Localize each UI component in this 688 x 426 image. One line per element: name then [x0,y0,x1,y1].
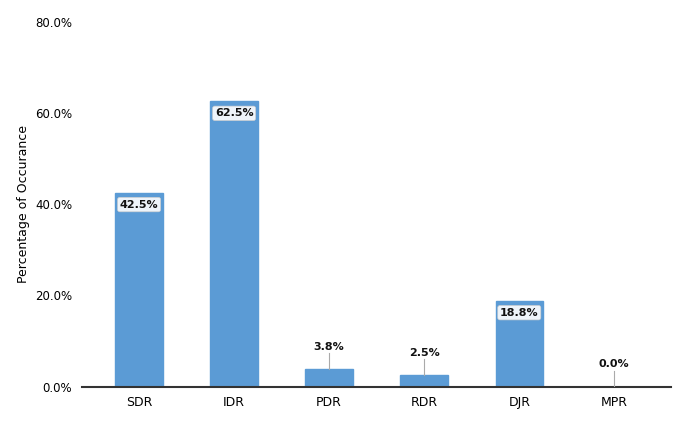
Text: 0.0%: 0.0% [599,359,630,369]
Bar [305,369,353,387]
Bar [116,193,163,387]
Text: 3.8%: 3.8% [314,342,345,352]
Text: 42.5%: 42.5% [120,199,158,210]
Bar [211,101,258,387]
Text: 18.8%: 18.8% [500,308,539,318]
Y-axis label: Percentage of Occurance: Percentage of Occurance [17,125,30,283]
Bar [400,375,448,387]
Text: 62.5%: 62.5% [215,108,253,118]
Bar [495,301,543,387]
Text: 2.5%: 2.5% [409,348,440,358]
